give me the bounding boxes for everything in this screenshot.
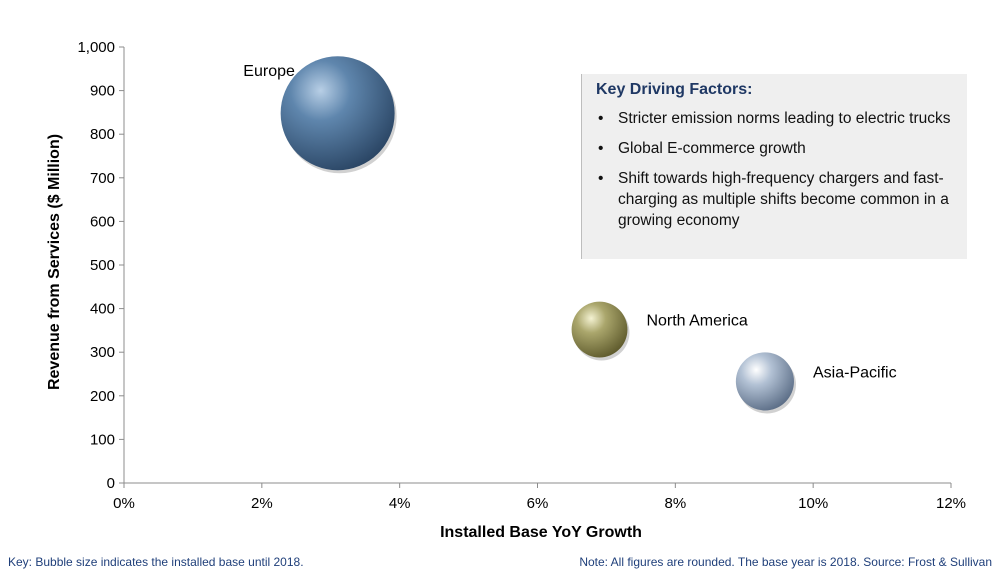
bubble-north-america [571,301,628,358]
y-tick-label: 400 [90,301,115,318]
bubble-label: North America [646,313,747,330]
x-ticks: 0% 2% 4% 6% 8% 10% 12% [113,483,966,512]
y-tick-label: 1,000 [77,39,115,56]
bubble-size-key-note: Key: Bubble size indicates the installed… [8,555,304,569]
key-box-item-text: Stricter emission norms leading to elect… [618,110,951,127]
x-tick-label: 2% [251,495,273,512]
x-tick-label: 8% [664,495,686,512]
bubble-asia-pacific [735,352,794,411]
key-driving-factors-box: Key Driving Factors: • Stricter emission … [581,74,967,259]
source-note: Note: All figures are rounded. The base … [579,555,992,569]
x-tick-label: 10% [798,495,828,512]
y-tick-label: 600 [90,213,115,230]
x-tick-label: 4% [389,495,411,512]
x-axis-title: Installed Base YoY Growth [440,524,642,541]
bubble-europe [280,56,395,171]
key-box-item: • Global E-commerce growth [596,138,955,159]
key-box-item-text: Global E-commerce growth [618,140,806,157]
y-tick-label: 300 [90,344,115,361]
y-tick-label: 200 [90,388,115,405]
y-axis-title: Revenue from Services ($ Million) [46,134,63,390]
bullet-icon: • [598,140,604,157]
y-tick-label: 100 [90,431,115,448]
key-box-list: • Stricter emission norms leading to elec… [596,108,955,231]
bullet-icon: • [598,110,604,127]
key-box-item: • Stricter emission norms leading to elec… [596,108,955,129]
bubble-label: Asia-Pacific [813,364,897,381]
key-box-item-text: Shift towards high-frequency chargers an… [618,170,949,229]
y-tick-label: 800 [90,126,115,143]
y-tick-label: 700 [90,170,115,187]
bullet-icon: • [598,170,604,187]
y-tick-label: 0 [107,475,115,492]
key-box-item: • Shift towards high-frequency chargers a… [596,168,955,231]
key-box-title: Key Driving Factors: [596,81,753,98]
y-tick-label: 500 [90,257,115,274]
x-tick-label: 6% [527,495,549,512]
bubble-label: Europe [243,63,295,80]
x-tick-label: 0% [113,495,135,512]
y-ticks: 0 100 200 300 400 500 600 700 800 900 1,000 [77,39,124,492]
x-tick-label: 12% [936,495,966,512]
y-tick-label: 900 [90,83,115,100]
bubbles: Europe North America Asia-Pacific [243,56,897,414]
